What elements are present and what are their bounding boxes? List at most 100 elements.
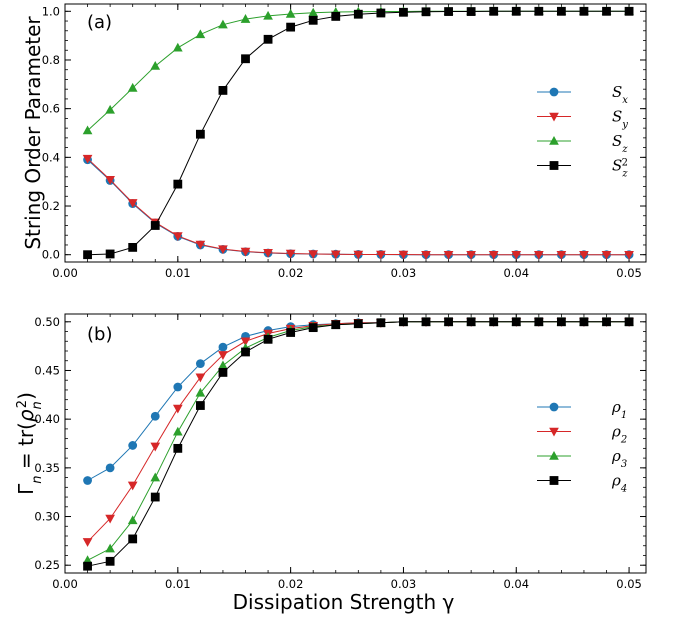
data-point: [150, 221, 160, 230]
series-2: [82, 154, 634, 260]
data-point: [308, 15, 318, 25]
legend-item: ρ4: [537, 472, 627, 495]
x-tick-label: 0.02: [278, 266, 304, 280]
data-point: [172, 404, 183, 414]
legend-label: ρ3: [611, 447, 627, 470]
data-point: [128, 242, 138, 252]
data-point: [127, 515, 138, 525]
x-tick-label: 0.05: [616, 266, 642, 280]
data-point: [601, 250, 612, 260]
y-tick-label: 0.45: [34, 363, 60, 377]
data-point: [443, 250, 454, 260]
x-tick-label: 0.05: [616, 577, 642, 591]
data-point: [511, 250, 522, 260]
y-tick-label: 0.6: [42, 102, 60, 116]
data-point: [218, 86, 228, 95]
data-point: [579, 250, 589, 260]
data-point: [511, 6, 521, 16]
y-tick-label: 0.30: [34, 510, 60, 524]
data-point: [82, 125, 93, 135]
data-point: [128, 534, 138, 544]
y-tick-label: 0.40: [34, 412, 60, 426]
data-point: [376, 8, 386, 18]
x-tick-label: 0.02: [278, 577, 304, 591]
chart-panel-1: 0.00 0.01 0.02 0.03 0.04 0.05 0.0 0.2 0.4 0.6 0.8 1…: [21, 3, 647, 280]
panel-label: (a): [87, 12, 112, 33]
legend-item: ρ2: [537, 423, 627, 446]
data-point: [444, 317, 453, 327]
data-point: [105, 175, 115, 185]
data-point: [624, 6, 634, 16]
data-point: [105, 514, 115, 524]
plot-frame: [64, 3, 647, 263]
y-tick-label: 1.0: [42, 4, 60, 18]
legend-item: Sz: [537, 132, 628, 155]
data-point: [624, 317, 634, 327]
data-point: [172, 426, 183, 436]
data-point: [195, 240, 206, 250]
data-point: [127, 481, 138, 491]
data-point: [579, 6, 589, 16]
y-tick-label: 0.2: [42, 199, 60, 213]
data-point: [218, 245, 228, 255]
data-point: [173, 443, 183, 453]
data-point: [105, 543, 115, 553]
data-point: [150, 61, 161, 70]
data-point: [240, 247, 251, 257]
data-point: [398, 250, 409, 260]
y-tick-label: 0.8: [42, 53, 60, 67]
x-tick-label: 0.01: [165, 266, 191, 280]
data-point: [534, 317, 544, 327]
y-tick-label: 0.35: [34, 461, 60, 475]
chart-panel-2: 0.00 0.01 0.02 0.03 0.04 0.05 0.25 0.30 0.35 0.40…: [14, 313, 647, 614]
x-tick-label: 0.03: [391, 577, 417, 591]
data-point: [263, 34, 273, 44]
legend-marker: [549, 450, 559, 460]
data-point: [466, 317, 476, 327]
data-point: [534, 6, 544, 16]
x-tick-label: 0.04: [503, 266, 529, 280]
legend-label: ρ4: [611, 472, 627, 495]
data-point: [150, 472, 161, 482]
data-point: [489, 317, 499, 327]
data-point: [105, 104, 115, 114]
data-point: [82, 538, 93, 547]
data-point: [241, 54, 250, 64]
data-point: [353, 250, 364, 260]
data-point: [218, 351, 228, 360]
plot-frame: [64, 313, 647, 574]
data-point: [308, 7, 319, 17]
y-tick-label: 0.4: [42, 150, 60, 164]
data-point: [602, 6, 611, 16]
data-point: [240, 14, 251, 23]
data-point: [172, 232, 183, 242]
data-point: [240, 337, 251, 347]
data-point: [105, 463, 115, 473]
data-point: [195, 359, 205, 369]
data-point: [218, 342, 228, 352]
panel-label: (b): [87, 324, 112, 345]
data-point: [286, 22, 296, 32]
data-point: [150, 411, 160, 421]
data-point: [173, 179, 183, 189]
x-tick-label: 0.01: [165, 577, 191, 591]
data-point: [488, 250, 499, 260]
data-point: [308, 250, 319, 260]
legend-marker: [549, 112, 559, 122]
legend-marker: [549, 135, 559, 145]
data-point: [263, 249, 273, 258]
legend-item: ρ1: [537, 398, 627, 421]
data-point: [195, 129, 205, 139]
data-point: [421, 317, 431, 327]
data-point: [399, 7, 408, 17]
series-4: [83, 317, 634, 571]
legend-label: ρ2: [611, 423, 627, 446]
legend-marker: [549, 161, 559, 170]
data-point: [308, 323, 318, 333]
data-point: [173, 382, 183, 392]
legend-label: Sz: [612, 132, 628, 155]
legend-item: ρ3: [537, 447, 627, 470]
x-tick-label: 0.03: [391, 266, 417, 280]
